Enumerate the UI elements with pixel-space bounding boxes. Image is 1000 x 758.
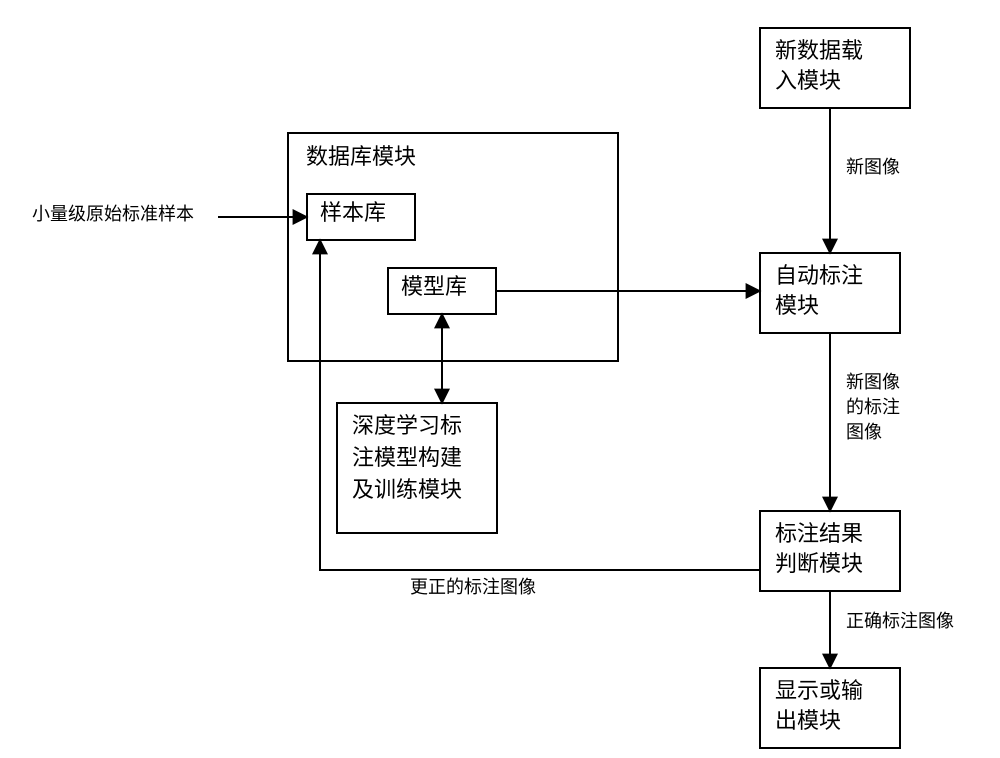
sample-lib-label: 样本库 (320, 200, 386, 225)
edge-auto-judge-l3: 图像 (846, 422, 882, 442)
db-module-title: 数据库模块 (306, 144, 416, 169)
input-label: 小量级原始标准样本 (32, 204, 194, 224)
edge-auto-judge-l1: 新图像 (846, 372, 900, 392)
dl-build-line3: 及训练模块 (352, 477, 462, 502)
output-line1: 显示或输 (775, 678, 863, 703)
auto-annot-line2: 模块 (775, 293, 819, 318)
output-line2: 出模块 (775, 708, 841, 733)
new-data-line1: 新数据载 (775, 38, 863, 63)
edge-auto-judge-l2: 的标注 (846, 397, 900, 417)
edge-judge-output-label: 正确标注图像 (846, 611, 954, 631)
new-data-line2: 入模块 (775, 68, 841, 93)
edge-newdata-label: 新图像 (846, 157, 900, 177)
model-lib-label: 模型库 (401, 274, 467, 299)
judge-line2: 判断模块 (775, 551, 863, 576)
dl-build-line2: 注模型构建 (352, 445, 462, 470)
edge-judge-sample-label: 更正的标注图像 (410, 577, 536, 597)
auto-annot-line1: 自动标注 (775, 263, 863, 288)
dl-build-line1: 深度学习标 (352, 413, 462, 438)
judge-line1: 标注结果 (775, 521, 863, 546)
